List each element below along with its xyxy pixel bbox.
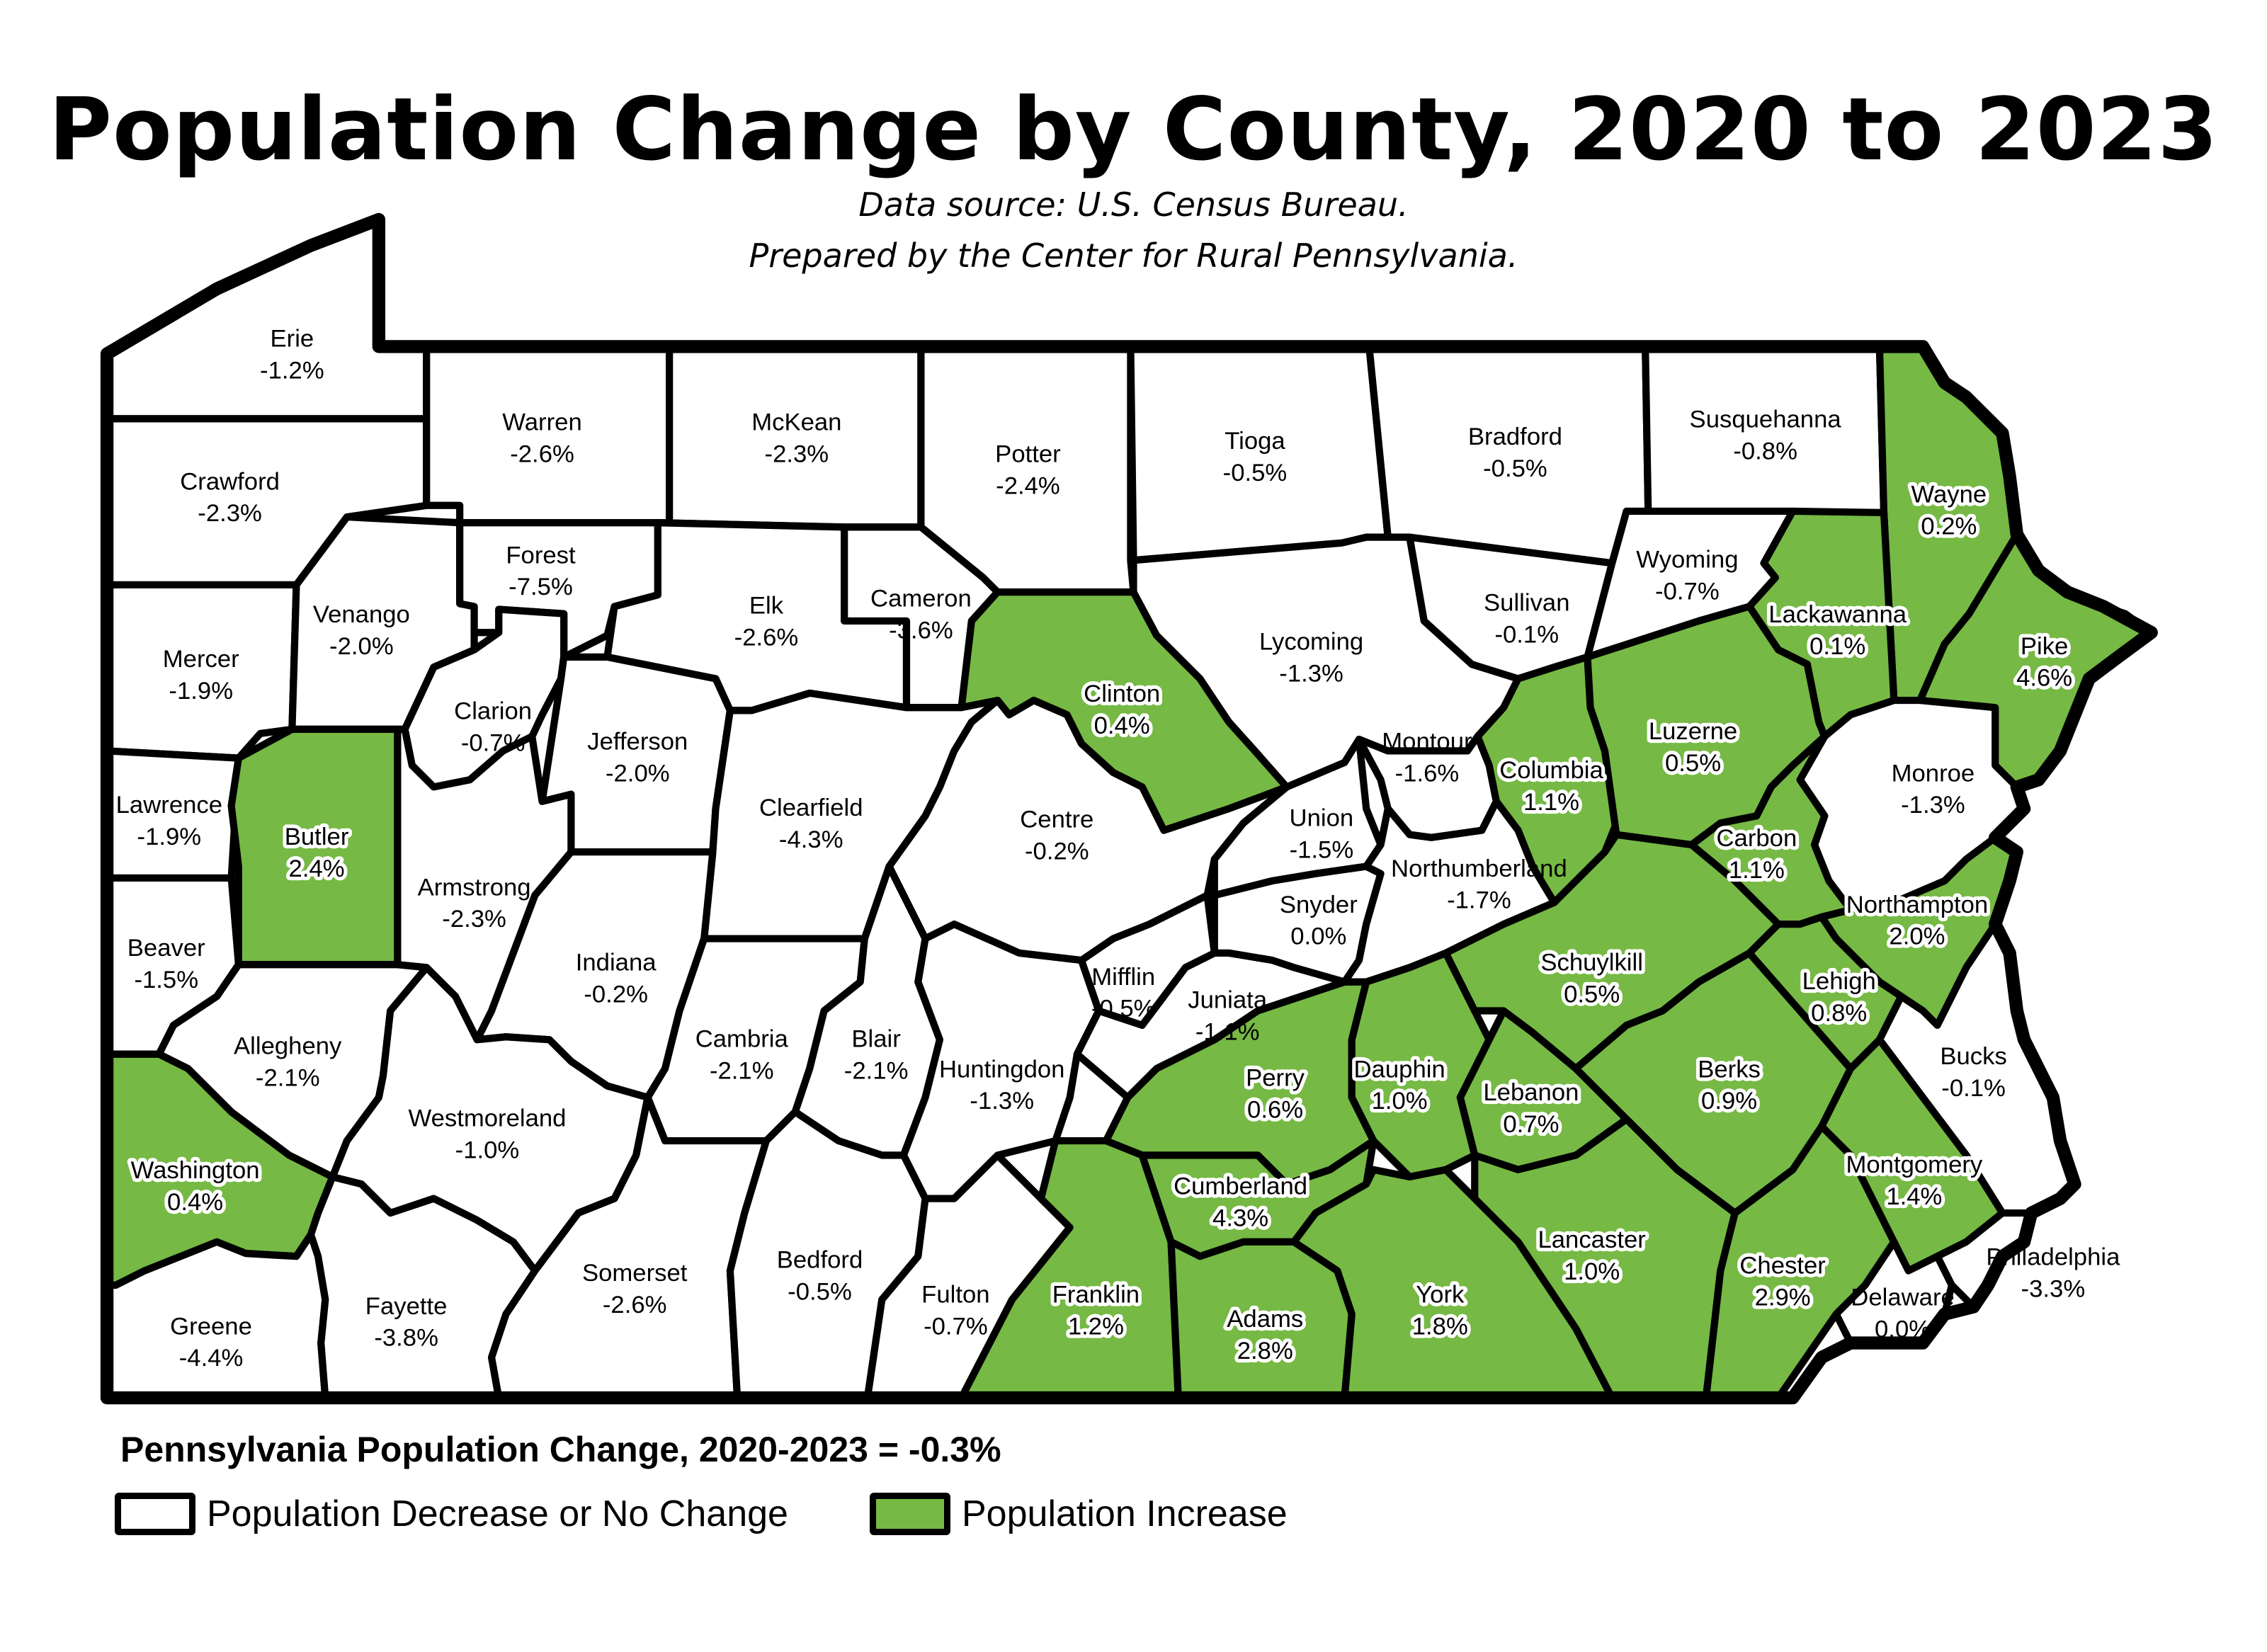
svg-text:Blair-2.1%: Blair -2.1% (844, 1026, 909, 1085)
county-warren[interactable] (423, 343, 674, 531)
svg-text:Crawford-2.3%: Crawford -2.3% (180, 468, 280, 527)
data-source-note: Data source: U.S. Census Bureau. (858, 186, 1409, 224)
svg-text:Fulton-0.7%: Fulton -0.7% (921, 1281, 989, 1340)
svg-text:Mercer-1.9%: Mercer -1.9% (163, 646, 239, 705)
svg-text:Susquehanna-0.8%: Susquehanna -0.8% (1690, 406, 1842, 465)
county-mckean[interactable] (654, 343, 925, 531)
statewide-change-summary: Pennsylvania Population Change, 2020-202… (120, 1430, 1001, 1469)
svg-text:Mifflin-0.5%: Mifflin -0.5% (1091, 964, 1156, 1022)
svg-text:Armstrong-2.3%: Armstrong -2.3% (418, 874, 531, 933)
svg-text:Forest-7.5%: Forest -7.5% (506, 542, 576, 600)
svg-text:Beaver-1.5%: Beaver -1.5% (127, 935, 205, 993)
svg-text:Huntingdon-1.3%: Huntingdon -1.3% (939, 1056, 1064, 1115)
svg-text:Indiana-0.2%: Indiana -0.2% (576, 949, 657, 1008)
legend-item-increase: Population Increase (870, 1493, 1288, 1535)
svg-text:Venango-2.0%: Venango -2.0% (313, 601, 410, 660)
legend-item-decrease: Population Decrease or No Change (115, 1493, 788, 1535)
svg-text:Juniata-1.1%: Juniata -1.1% (1188, 986, 1268, 1045)
svg-text:Clarion-0.7%: Clarion -0.7% (454, 698, 532, 757)
svg-text:Elk-2.6%: Elk -2.6% (734, 593, 799, 651)
legend-swatch-white (115, 1493, 195, 1535)
svg-text:Sullivan-0.1%: Sullivan -0.1% (1484, 590, 1569, 649)
svg-text:Somerset-2.6%: Somerset -2.6% (582, 1260, 688, 1318)
state-outline (100, 212, 2158, 1405)
svg-text:Wyoming-0.7%: Wyoming -0.7% (1636, 546, 1738, 605)
svg-text:Clearfield-4.3%: Clearfield -4.3% (759, 794, 863, 853)
svg-text:Greene-4.4%: Greene -4.4% (170, 1313, 252, 1372)
svg-text:Bucks-0.1%: Bucks -0.1% (1940, 1043, 2006, 1102)
svg-text:Warren-2.6%: Warren -2.6% (502, 409, 581, 468)
legend-label-decrease: Population Decrease or No Change (207, 1493, 788, 1534)
svg-text:Union-1.5%: Union -1.5% (1290, 805, 1354, 864)
svg-text:Westmoreland-1.0%: Westmoreland -1.0% (408, 1105, 566, 1164)
svg-text:Monroe-1.3%: Monroe -1.3% (1892, 760, 1975, 819)
svg-text:Tioga-0.5%: Tioga -0.5% (1223, 428, 1288, 486)
county-labels: Erie -1.2% Crawford -2.3% Warren -2.6% McKe… (116, 325, 2120, 1372)
svg-text:Montour-1.6%: Montour -1.6% (1382, 728, 1472, 787)
svg-text:Fayette-3.8%: Fayette -3.8% (365, 1293, 448, 1352)
county-lehigh[interactable] (1746, 913, 1905, 1073)
svg-text:McKean-2.3%: McKean -2.3% (751, 409, 841, 468)
legend-label-increase: Population Increase (962, 1493, 1288, 1534)
svg-text:Bedford-0.5%: Bedford -0.5% (777, 1247, 863, 1306)
prepared-by-note: Prepared by the Center for Rural Pennsyl… (749, 237, 1518, 275)
svg-text:Cameron-3.6%: Cameron -3.6% (870, 586, 972, 644)
svg-text:Philadelphia-3.3%: Philadelphia -3.3% (1986, 1243, 2120, 1302)
svg-text:Cambria-2.1%: Cambria -2.1% (695, 1026, 789, 1085)
county-huntingdon[interactable] (899, 921, 1103, 1202)
map-title: Population Change by County, 2020 to 202… (48, 79, 2219, 180)
svg-text:Lawrence-1.9%: Lawrence -1.9% (116, 792, 222, 850)
legend-swatch-green (870, 1493, 950, 1535)
svg-text:Northumberland-1.7%: Northumberland -1.7% (1391, 855, 1567, 914)
svg-text:Lycoming-1.3%: Lycoming -1.3% (1259, 629, 1363, 688)
svg-text:Potter-2.4%: Potter -2.4% (995, 441, 1061, 500)
svg-text:Erie-1.2%: Erie -1.2% (260, 325, 324, 384)
svg-text:Bradford-0.5%: Bradford -0.5% (1468, 423, 1562, 482)
svg-text:Allegheny-2.1%: Allegheny -2.1% (234, 1033, 342, 1092)
svg-text:Jefferson-2.0%: Jefferson -2.0% (587, 728, 688, 787)
svg-text:Centre-0.2%: Centre -0.2% (1020, 807, 1093, 865)
